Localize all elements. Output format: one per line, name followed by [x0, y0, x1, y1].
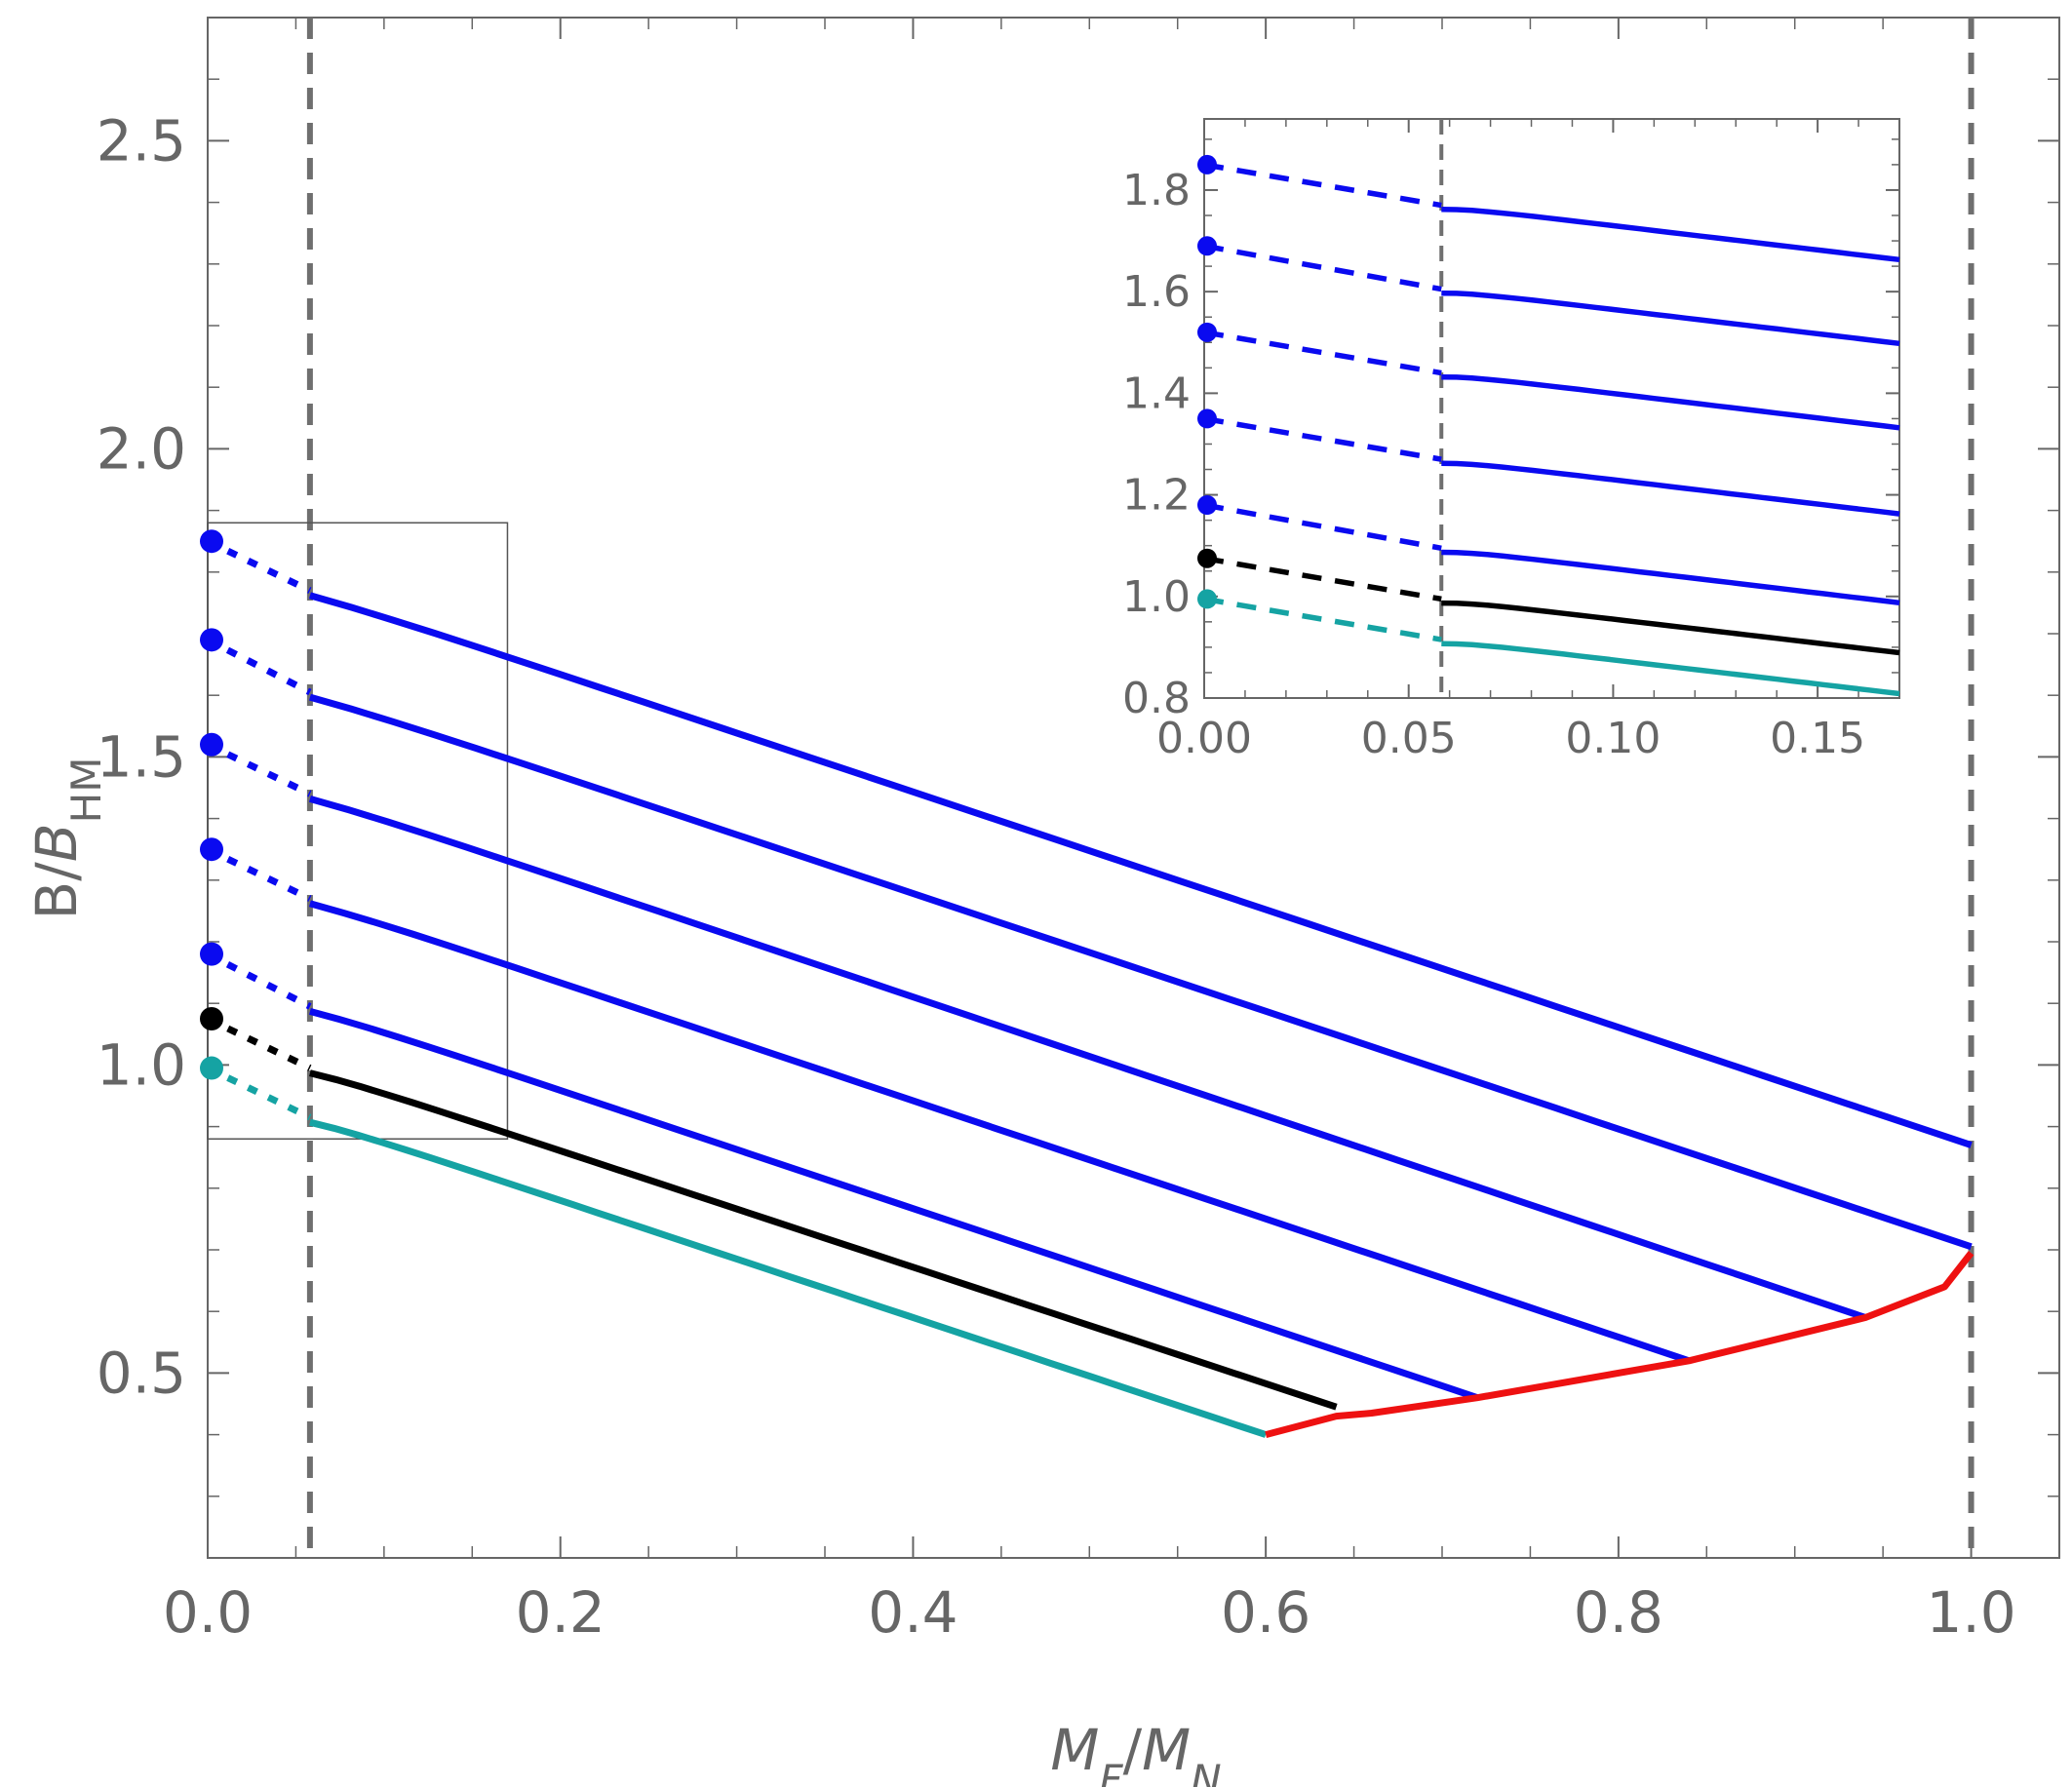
- inset-series-start-dot-blue-2: [1197, 495, 1217, 515]
- y-tick-label: 1.5: [97, 723, 186, 790]
- series-line-blue-6: [308, 592, 1973, 1148]
- inset-x-tick-label: 0.05: [1361, 714, 1457, 763]
- series-line-blue-5: [308, 693, 1973, 1251]
- inset-series-start-dot-blue-6: [1197, 154, 1217, 175]
- inset-series-line-blue-6: [1441, 206, 1900, 263]
- y-axis-label: B/BHM: [23, 758, 110, 920]
- inset-series-start-dot-blue-5: [1197, 236, 1217, 256]
- x-tick-label: 0.2: [516, 1579, 606, 1646]
- y-tick-label: 2.0: [97, 415, 186, 482]
- inset-y-tick-label: 1.2: [1122, 471, 1191, 521]
- red-boundary-curve: [1265, 1251, 1974, 1438]
- inset-frame: [1203, 118, 1900, 699]
- series-dotted-blue-4: [206, 741, 312, 797]
- inset-series-start-dot-blue-4: [1197, 322, 1217, 342]
- series-dotted-blue-6: [206, 538, 312, 594]
- inset-series-dashed-blue-3: [1203, 415, 1442, 462]
- inset-series-dashed-blue-2: [1203, 502, 1442, 551]
- inset-series-dashed-blue-5: [1203, 243, 1442, 292]
- inset-y-tick-label: 1.8: [1122, 166, 1191, 215]
- series-start-dot-black: [200, 1007, 223, 1030]
- series-dotted-blue-3: [206, 846, 312, 902]
- inset-series-dashed-blue-4: [1203, 330, 1442, 376]
- series-start-dot-cyan: [200, 1056, 223, 1080]
- series-line-blue-2: [308, 1008, 1479, 1402]
- series-start-dot-blue-2: [200, 942, 223, 966]
- inset-x-tick-label: 0.00: [1156, 714, 1252, 763]
- inset-series-start-dot-black: [1197, 548, 1217, 568]
- series-line-blue-4: [308, 796, 1867, 1321]
- zoom-box: [207, 522, 509, 1140]
- inset-y-tick-label: 1.6: [1122, 267, 1191, 317]
- series-dotted-cyan: [206, 1065, 312, 1121]
- inset-series-start-dot-cyan: [1197, 589, 1217, 609]
- y-tick-label: 0.5: [97, 1340, 186, 1406]
- series-start-dot-blue-6: [200, 529, 223, 554]
- inset-series-start-dot-blue-3: [1197, 408, 1217, 429]
- inset-series-dashed-blue-6: [1203, 162, 1442, 209]
- x-tick-label: 1.0: [1926, 1579, 2015, 1646]
- main-plot: 0.0 0.2 0.4 0.6 0.8 1.0 0.5 1.0 1.5 2.0 2.5: [97, 17, 2060, 1646]
- inset-series-line-blue-5: [1441, 290, 1900, 347]
- series-start-dot-blue-3: [200, 837, 223, 862]
- x-tick-label: 0.0: [163, 1579, 253, 1646]
- y-tick-label: 2.5: [97, 107, 186, 174]
- x-tick-label: 0.6: [1221, 1579, 1310, 1646]
- series-start-dot-blue-4: [200, 732, 223, 757]
- inset-series-line-blue-4: [1441, 373, 1900, 431]
- x-tick-label: 0.8: [1574, 1579, 1663, 1646]
- series-line-blue-3: [308, 900, 1691, 1365]
- inset-x-tick-label: 0.15: [1770, 714, 1865, 763]
- series-dotted-black: [206, 1015, 312, 1071]
- inset-series-line-black: [1441, 600, 1900, 656]
- inset-y-tick-label: 0.8: [1122, 674, 1191, 723]
- x-axis-label: MF/MN: [1050, 1717, 1221, 1787]
- y-tick-label: 1.0: [97, 1031, 186, 1098]
- series-dotted-blue-2: [206, 951, 312, 1010]
- inset-y-tick-label: 1.0: [1122, 572, 1191, 622]
- series-dotted-blue-5: [206, 637, 312, 696]
- inset-y-tick-label: 1.4: [1122, 369, 1191, 418]
- inset-series-line-blue-2: [1441, 549, 1900, 606]
- inset-series-dashed-black: [1203, 556, 1442, 602]
- x-tick-label: 0.4: [868, 1579, 958, 1646]
- inset-plot: 0.00 0.05 0.10 0.15 0.8 1.0 1.2 1.4 1.6 1.8: [1122, 118, 1900, 763]
- series-start-dot-blue-5: [200, 628, 223, 652]
- inset-x-tick-label: 0.10: [1565, 714, 1661, 763]
- series-line-black: [309, 1069, 1338, 1411]
- inset-series-line-cyan: [1441, 641, 1900, 697]
- inset-series-line-blue-3: [1441, 460, 1900, 517]
- series-line-cyan: [309, 1118, 1268, 1438]
- inset-series-dashed-cyan: [1203, 596, 1442, 642]
